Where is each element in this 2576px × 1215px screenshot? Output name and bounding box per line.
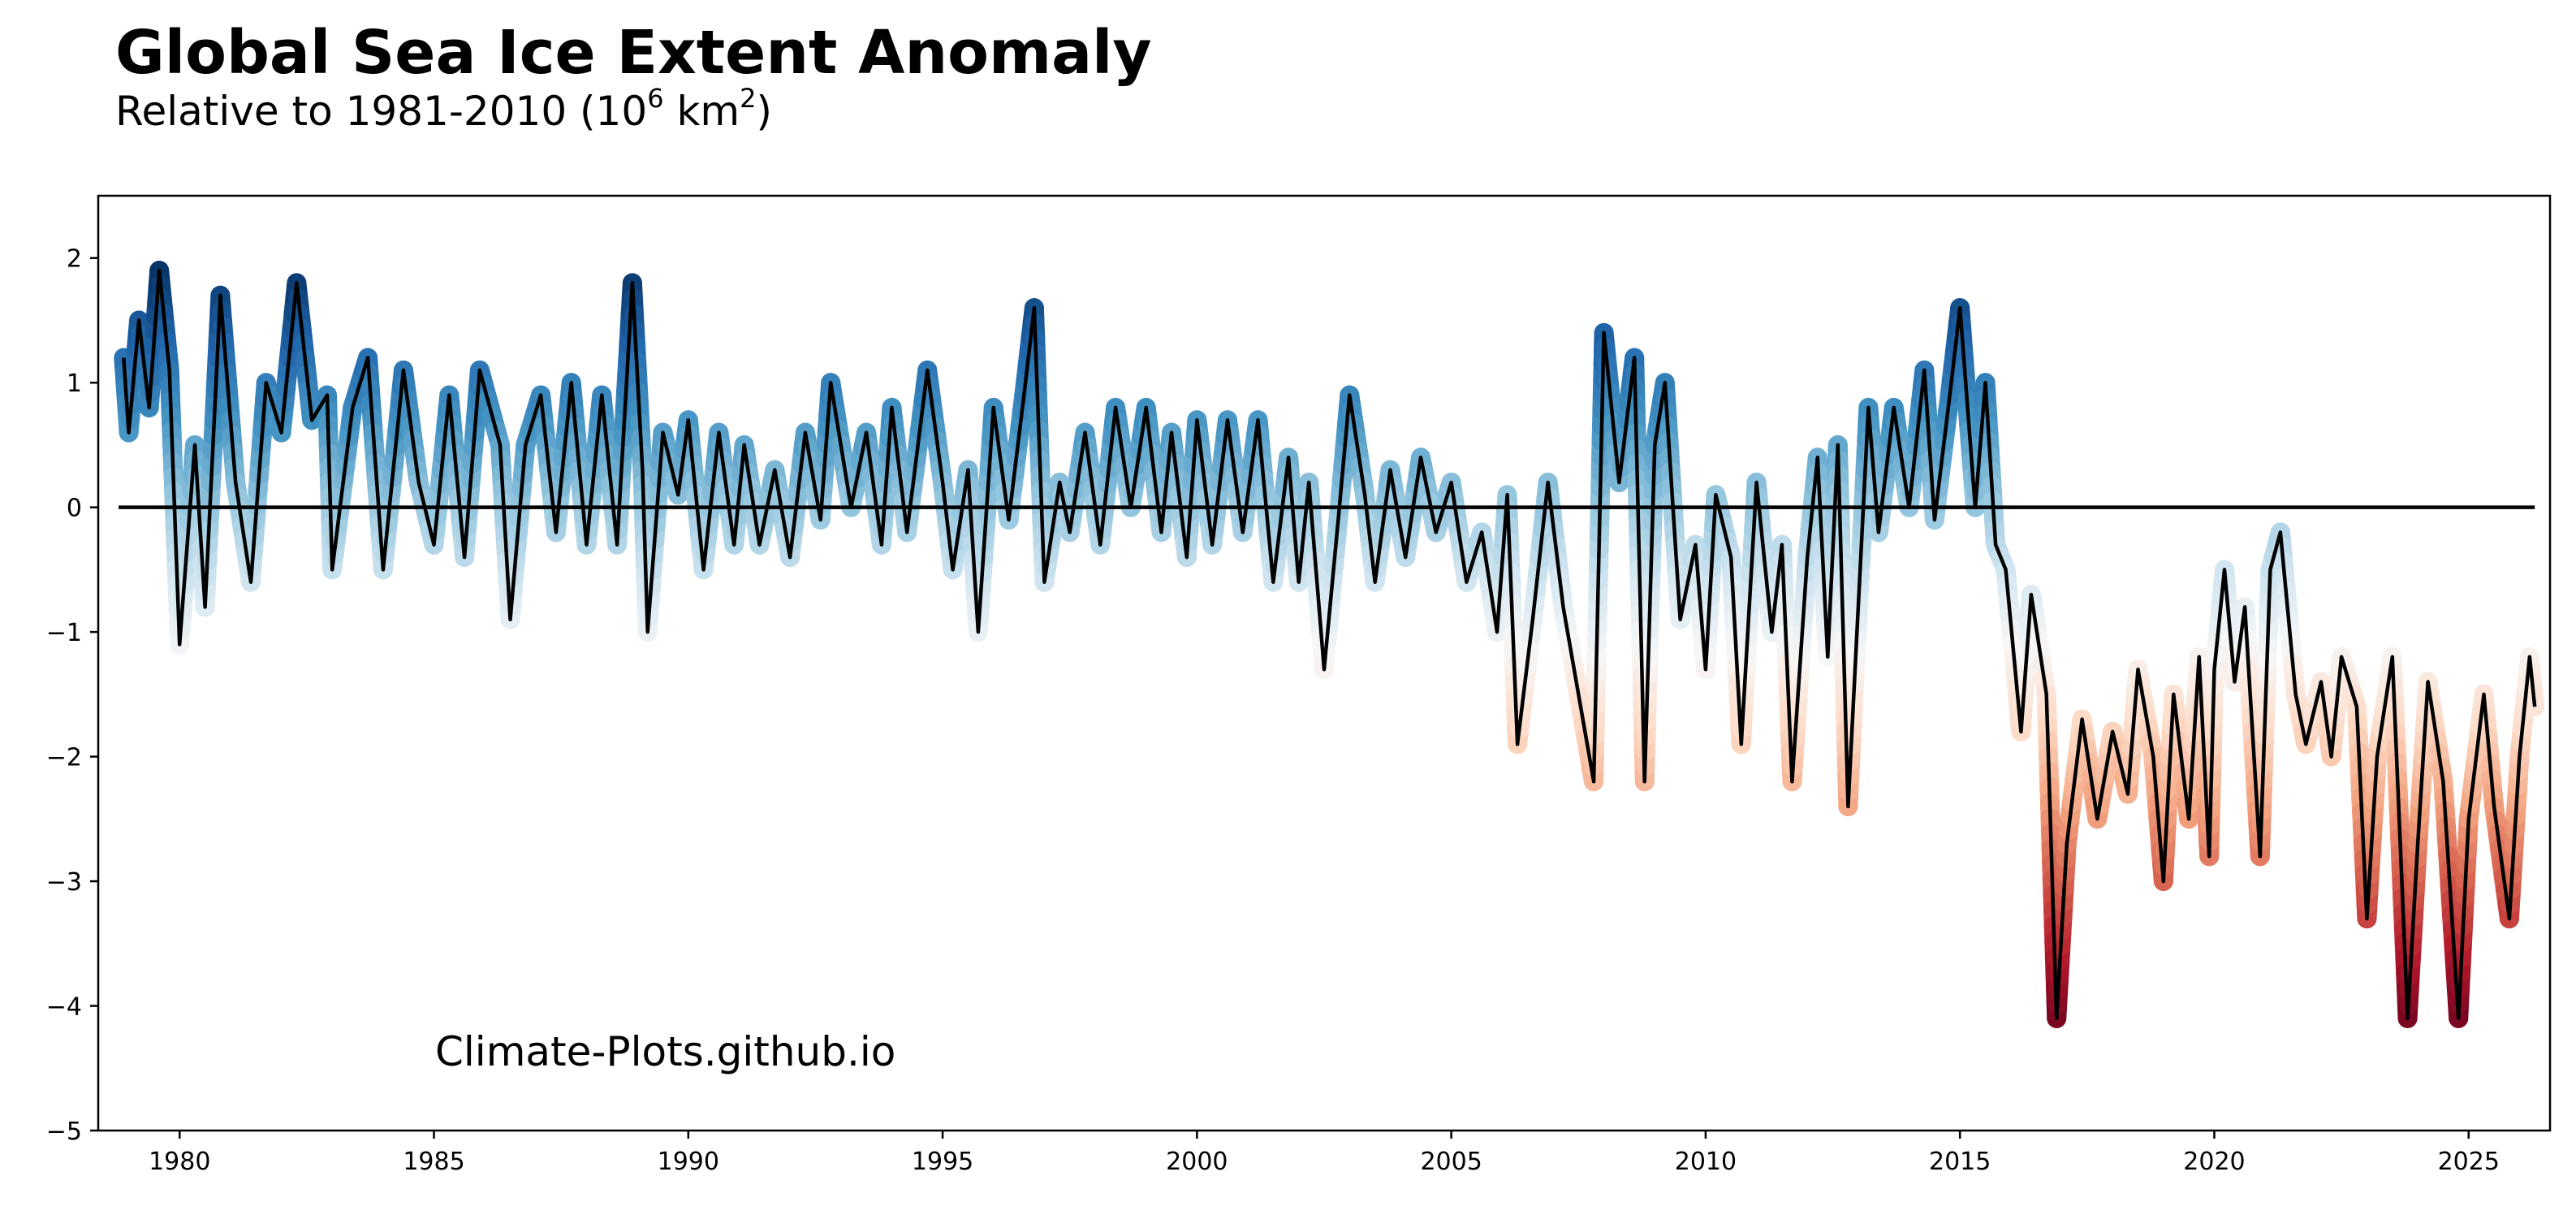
y-tick-label: −4: [46, 993, 82, 1022]
x-tick-label: 1985: [403, 1148, 464, 1176]
y-tick-label: 2: [67, 245, 82, 274]
x-tick-label: 2000: [1166, 1148, 1228, 1176]
subtitle-suffix: ): [756, 88, 772, 135]
y-tick-label: −5: [46, 1118, 82, 1146]
y-axis: −5 −4 −3 −2 −1 0 1 2: [46, 245, 98, 1146]
x-tick-label: 2010: [1675, 1148, 1737, 1176]
subtitle-prefix: Relative to 1981-2010 (10: [115, 88, 648, 135]
chart-title: Global Sea Ice Extent Anomaly: [115, 18, 1152, 88]
x-axis: 1980 1985 1990 1995 2000 2005 2010 2015 2020 2025: [149, 1131, 2500, 1176]
chart-subtitle: Relative to 1981-2010 (106 km2): [115, 85, 772, 135]
subtitle-exponent-2: 2: [740, 83, 757, 114]
x-tick-label: 2015: [1929, 1148, 1991, 1176]
y-tick-label: 1: [67, 370, 82, 398]
y-tick-label: −1: [46, 619, 82, 647]
watermark-text: Climate-Plots.github.io: [435, 1028, 895, 1075]
x-tick-label: 2005: [1420, 1148, 1482, 1176]
x-tick-label: 1990: [658, 1148, 719, 1176]
y-tick-label: −2: [46, 744, 82, 772]
anomaly-line: [122, 268, 2537, 1021]
x-tick-label: 1980: [149, 1148, 210, 1176]
subtitle-unit: km: [663, 88, 740, 135]
x-tick-label: 2020: [2183, 1148, 2245, 1176]
colored-anomaly-band: [114, 261, 2545, 1028]
x-tick-label: 1995: [912, 1148, 973, 1176]
y-tick-label: −3: [46, 868, 82, 897]
plot-frame: [97, 194, 2552, 1132]
subtitle-exponent-6: 6: [647, 83, 664, 114]
y-tick-label: 0: [67, 495, 82, 523]
x-tick-label: 2025: [2438, 1148, 2500, 1176]
